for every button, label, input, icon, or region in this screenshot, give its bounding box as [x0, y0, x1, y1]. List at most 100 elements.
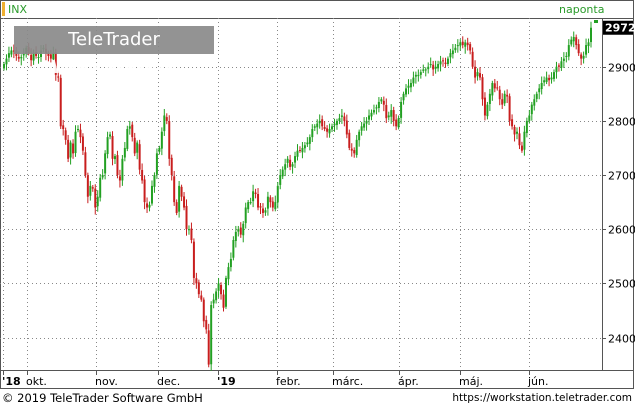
- x-tick-label: febr.: [276, 375, 301, 388]
- candle-body: [506, 94, 509, 97]
- candle-body: [81, 136, 84, 151]
- candle-body: [175, 202, 178, 213]
- candle-body: [419, 72, 422, 75]
- x-tick-label: '18: [2, 375, 21, 388]
- candle-body: [451, 50, 454, 55]
- candle-body: [326, 128, 329, 132]
- candle-body: [557, 65, 560, 67]
- source-url[interactable]: https://workstation.teletrader.com: [452, 392, 632, 404]
- candle-body: [284, 164, 287, 170]
- candle-body: [306, 142, 309, 145]
- candle-body: [133, 137, 136, 154]
- period-label[interactable]: naponta: [559, 3, 605, 16]
- candle-body: [323, 126, 326, 130]
- candle-body: [570, 39, 573, 45]
- candle-body: [59, 77, 62, 127]
- candle-body: [178, 185, 181, 212]
- candle-body: [355, 139, 358, 156]
- candle-body: [49, 54, 52, 59]
- candle-body: [338, 118, 341, 121]
- outer-frame: [0, 0, 634, 389]
- y-tick-label: 2800: [608, 116, 635, 129]
- candle-body: [331, 126, 334, 130]
- candle-body: [32, 53, 35, 61]
- x-tick-label: ápr.: [398, 375, 419, 388]
- candle-body: [444, 62, 447, 65]
- candle-body: [64, 130, 67, 140]
- candle-body: [20, 56, 23, 59]
- candle-body: [372, 110, 375, 113]
- candle-body: [523, 131, 526, 150]
- candle-body: [52, 53, 55, 60]
- candle-body: [533, 99, 536, 106]
- candle-body: [91, 187, 94, 189]
- candle-body: [395, 119, 398, 127]
- candle-body: [247, 202, 250, 210]
- x-tick-label: nov.: [95, 375, 118, 388]
- candle-body: [138, 144, 141, 170]
- candle-body: [269, 197, 272, 203]
- candle-body: [141, 169, 144, 181]
- candle-body: [528, 115, 531, 121]
- candle-body: [353, 150, 356, 154]
- candle-body: [335, 120, 338, 125]
- candle-body: [491, 82, 494, 96]
- copyright-text: © 2019 TeleTrader Software GmbH: [2, 391, 203, 405]
- candle-body: [180, 186, 183, 197]
- candle-body: [54, 52, 57, 75]
- candle-body: [424, 69, 427, 71]
- candle-body: [572, 36, 575, 42]
- candle-body: [535, 93, 538, 99]
- candle-body: [217, 283, 220, 291]
- candle-body: [434, 66, 437, 69]
- candle-body: [550, 77, 553, 80]
- candle-body: [476, 72, 479, 77]
- candle-body: [363, 123, 366, 128]
- candle-body: [405, 88, 408, 95]
- candle-body: [212, 299, 215, 304]
- candle-body: [227, 267, 230, 280]
- candle-body: [483, 97, 486, 116]
- candle-body: [432, 64, 435, 70]
- candle-body: [400, 101, 403, 118]
- candle-body: [72, 143, 75, 154]
- candle-body: [62, 125, 65, 130]
- candle-body: [348, 132, 351, 148]
- candle-body: [170, 157, 173, 176]
- x-tick-label: '19: [217, 375, 236, 388]
- candle-body: [456, 45, 459, 47]
- candle-body: [516, 131, 519, 134]
- candle-body: [439, 61, 442, 65]
- candle-body: [414, 74, 417, 77]
- candle-body: [471, 51, 474, 67]
- candle-body: [109, 134, 112, 137]
- candle-body: [580, 54, 583, 59]
- candle-body: [289, 159, 292, 167]
- candle-body: [590, 27, 592, 43]
- candle-body: [540, 82, 543, 90]
- candle-body: [333, 123, 336, 126]
- candle-body: [340, 115, 343, 117]
- candle-body: [481, 77, 484, 100]
- candle-body: [192, 241, 195, 278]
- candle-body: [525, 120, 528, 134]
- candle-body: [543, 80, 546, 83]
- candle-body: [259, 206, 262, 208]
- candle-body: [210, 305, 213, 365]
- candle-body: [276, 185, 279, 203]
- candle-body: [518, 133, 521, 146]
- candle-body: [106, 137, 109, 155]
- candle-body: [301, 147, 304, 153]
- symbol-label[interactable]: INX: [8, 3, 28, 16]
- candle-body: [89, 185, 92, 196]
- candle-body: [488, 93, 491, 104]
- candle-body: [242, 223, 245, 236]
- candle-body: [382, 100, 385, 105]
- candle-body: [328, 129, 331, 134]
- candle-body: [575, 37, 578, 46]
- candle-body: [296, 150, 299, 157]
- candle-body: [553, 72, 556, 79]
- candle-body: [7, 53, 10, 58]
- candle-body: [35, 52, 38, 56]
